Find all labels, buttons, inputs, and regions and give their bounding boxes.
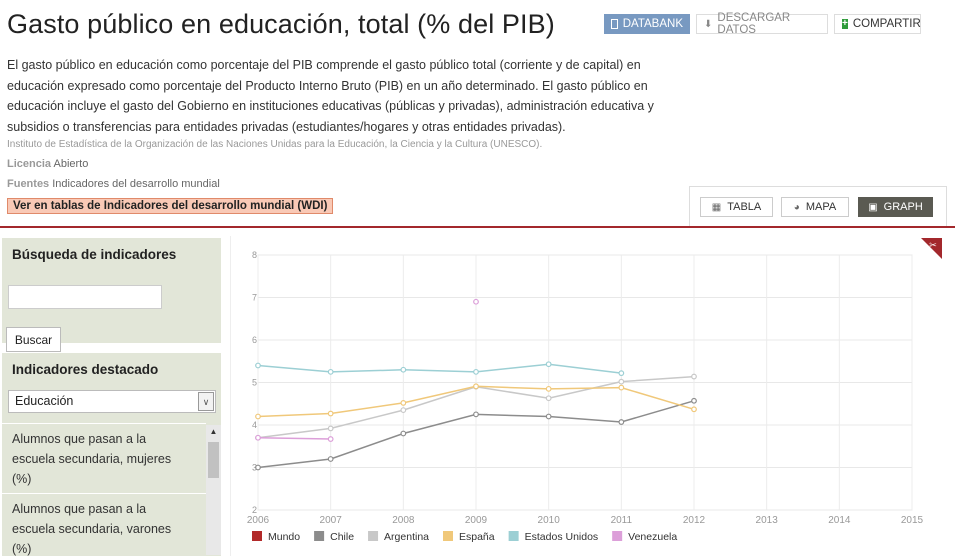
tab-map-label: MAPA — [805, 201, 837, 213]
list-divider — [2, 423, 206, 424]
featured-panel-title: Indicadores destacado — [12, 362, 159, 377]
image-icon — [611, 19, 618, 29]
download-icon: ⬇ — [704, 18, 713, 30]
list-item[interactable]: Alumnos que pasan a la escuela secundari… — [12, 502, 172, 556]
indicator-search-input[interactable] — [8, 285, 162, 309]
license-label: Licencia — [7, 158, 52, 170]
category-select[interactable]: Educación ∨ — [8, 390, 216, 413]
chart-icon: ▣ — [868, 201, 878, 213]
search-panel-title: Búsqueda de indicadores — [12, 247, 177, 262]
sources-line: Fuentes Indicadores del desarrollo mundi… — [7, 178, 220, 190]
svg-text:✂: ✂ — [929, 240, 937, 250]
plus-icon: + — [842, 18, 848, 29]
sources-label: Fuentes — [7, 178, 50, 190]
scrollbar-thumb[interactable] — [208, 442, 219, 478]
source-text: Instituto de Estadística de la Organizac… — [7, 139, 543, 150]
tab-graph-label: GRAPH — [883, 201, 923, 213]
list-item[interactable]: Alumnos que pasan a la escuela secundari… — [12, 432, 172, 486]
table-icon: ▦ — [711, 201, 722, 213]
chevron-down-icon[interactable]: ∨ — [198, 392, 214, 411]
share-button[interactable]: + COMPARTIR — [834, 14, 921, 34]
indicator-list-scrollbar[interactable]: ▲ — [206, 425, 221, 555]
chart-container — [230, 236, 945, 556]
page-title: Gasto público en educación, total (% del… — [7, 9, 555, 39]
sources-value: Indicadores del desarrollo mundial — [52, 178, 220, 190]
databank-label: DATABANK — [622, 18, 683, 30]
share-label: COMPARTIR — [852, 18, 921, 30]
category-selected: Educación — [15, 394, 74, 408]
tab-map[interactable]: ◕ MAPA — [781, 197, 849, 217]
license-line: Licencia Abierto — [7, 158, 88, 170]
indicator-search-panel: Búsqueda de indicadores Buscar — [2, 238, 221, 352]
license-value: Abierto — [53, 158, 89, 170]
tab-graph[interactable]: ▣ GRAPH — [858, 197, 933, 217]
scroll-up-icon[interactable]: ▲ — [209, 427, 218, 436]
tab-table[interactable]: ▦ TABLA — [700, 197, 773, 217]
search-button[interactable]: Buscar — [6, 327, 61, 352]
list-divider — [2, 493, 206, 494]
tab-table-label: TABLA — [727, 201, 762, 213]
corner-tools-icon[interactable]: ✂ — [921, 238, 942, 259]
wdi-tables-link[interactable]: Ver en tablas de Indicadores del desarro… — [7, 198, 334, 214]
databank-button[interactable]: DATABANK — [604, 14, 690, 34]
download-label: DESCARGAR DATOS — [717, 12, 791, 36]
featured-indicators-panel: Indicadores destacado Educación ∨ Alumno… — [2, 353, 221, 556]
indicator-description: El gasto público en educación como porce… — [7, 58, 654, 134]
view-tabs: ▦ TABLA ◕ MAPA ▣ GRAPH — [689, 186, 947, 227]
section-divider — [0, 226, 955, 228]
download-data-button[interactable]: ⬇ DESCARGAR DATOS — [696, 12, 828, 36]
globe-icon: ◕ — [793, 201, 800, 213]
